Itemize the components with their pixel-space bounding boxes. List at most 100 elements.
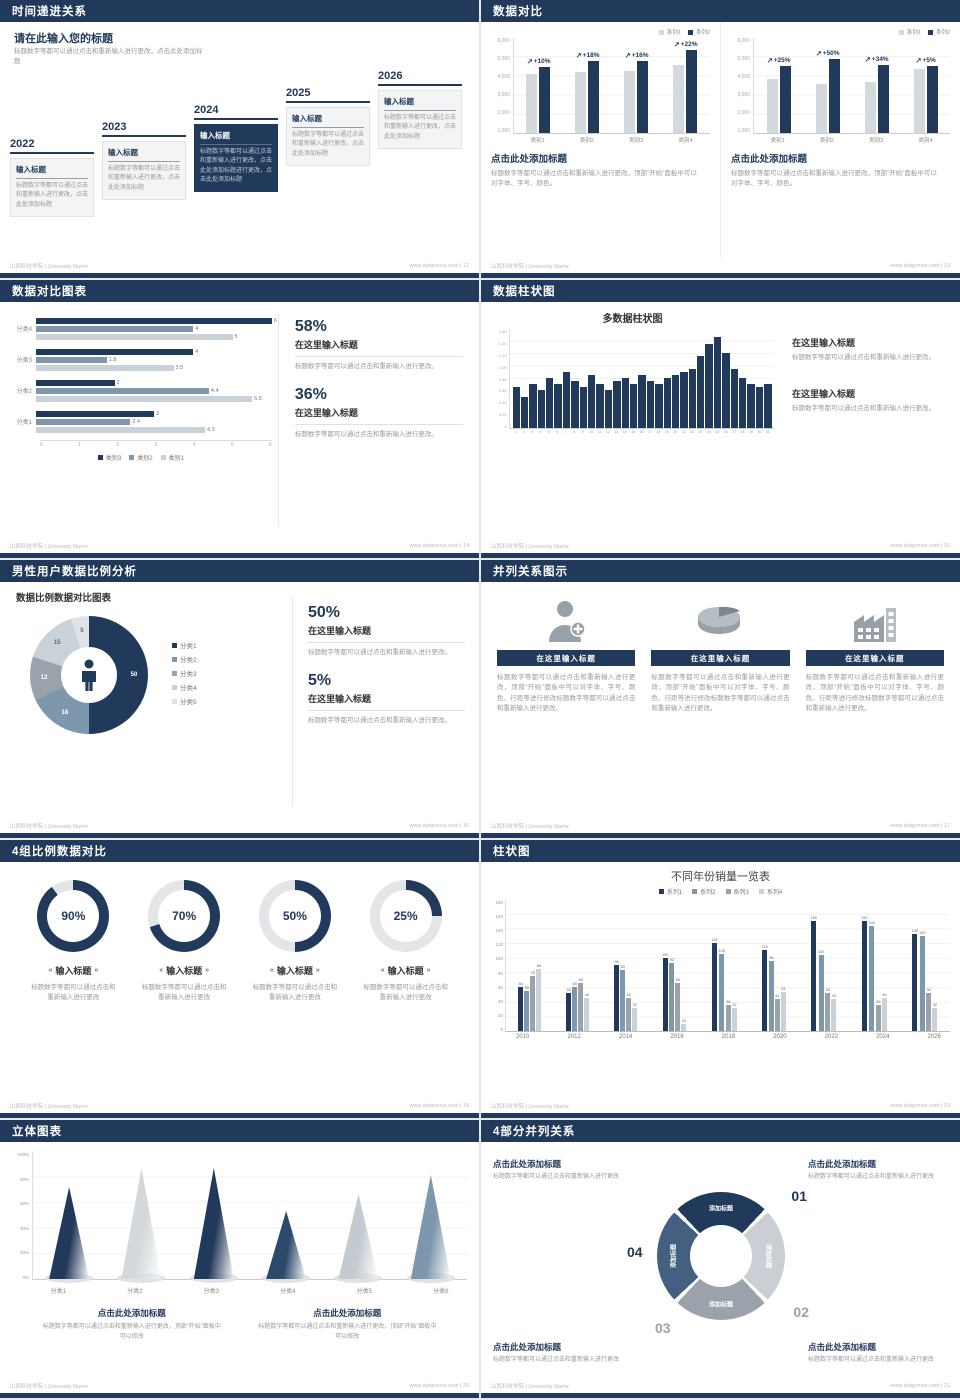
slide-14-bar-comparison[interactable]: 数据对比图表 分类4 6 4 5 分类3 4 1.8 3.5 分类2 2 4.4 5.5 分类1 3 2.4… (0, 280, 479, 558)
x-tick-label: 1 (514, 430, 517, 434)
y-axis: 6,000 5,000 4,000 3,000 2,000 1,000 (491, 38, 513, 134)
slide-15-column-chart[interactable]: 数据柱状图 多数据柱状图 1.6K 1.4K 1.2K 1.0K 0.8K 0.6K 0.4… (481, 280, 960, 558)
bar-wrap: 45 (881, 993, 887, 1031)
value-label: 43 (831, 994, 836, 998)
year-label: 2026 (378, 70, 462, 86)
legend-label: 类别2 (137, 456, 153, 462)
cone-item (183, 1168, 245, 1283)
series-bar (864, 82, 876, 133)
stat-percentage: 36% (294, 386, 327, 404)
footer-school: 山西科技学院 | University Name (10, 1103, 88, 1110)
x-axis-labels: 类别1 类别2 类别3 类别4 (513, 134, 710, 144)
bar-wrap: 52 (926, 988, 932, 1031)
slide-header: 4部分并列关系 (481, 1120, 960, 1142)
slide-13-data-comparison[interactable]: 数据对比 系列1 系列2 6,000 5,000 4,000 3,000 2,000 1,0… (481, 0, 960, 278)
growth-value: +25% (773, 57, 791, 64)
column-bar (730, 369, 739, 428)
chevron-right-decoration: » (205, 967, 210, 974)
stat-percentage: 50% (308, 604, 341, 621)
column-bar (520, 397, 529, 428)
legend-item: 系列2 (687, 28, 710, 36)
x-tick-label: 17 (648, 430, 652, 434)
up-arrow-icon: ↗ (624, 51, 631, 60)
chevron-left-decoration: « (48, 967, 53, 974)
cone-shape (338, 1194, 379, 1279)
value-bar (825, 993, 831, 1031)
segment-value-label: 15 (53, 640, 61, 647)
growth-label: ↗ +25% (766, 56, 790, 65)
plot-area: 60 55 75 85 52 60 65 45 90 83 45 32 100 93 65 10 120 105 3… (505, 900, 950, 1032)
value-label: 45 (584, 993, 589, 997)
y-tick-label: 0 (500, 1026, 503, 1032)
value-label: 100 (662, 953, 669, 957)
value-bar (762, 950, 768, 1031)
legend-label: 分类4 (180, 685, 197, 692)
footer-site-page: www.aotgenius.com | 14 (409, 542, 469, 549)
series-bar (526, 74, 538, 133)
slide-21-four-part-circle[interactable]: 4部分并列关系 点击此处添加标题 标题数字等都可以通过点击和重新输入进行更改 点… (481, 1120, 960, 1398)
value-label: 143 (868, 921, 875, 925)
cone-shape (266, 1211, 307, 1279)
chevron-right-decoration: » (315, 967, 320, 974)
gauge-title-text: 输入标题 (166, 966, 203, 976)
series-bar (686, 50, 698, 133)
footer-school: 山西科技学院 | University Name (10, 1383, 88, 1390)
slide-title: 数据对比图表 (12, 286, 87, 298)
bar-row: 1.8 (36, 356, 272, 363)
item-body: 标题数字等都可以通过点击和重新输入进行更改，顶部“开始”面板中可以对字体、字号、… (805, 674, 944, 713)
x-tick-label: 2 (522, 430, 525, 434)
legend-label: 系列4 (766, 890, 783, 896)
value-bar (36, 426, 205, 433)
footer-school: 山西科技学院 | University Name (491, 823, 569, 830)
column-bar (646, 381, 655, 428)
ring-center (690, 1225, 752, 1287)
footer-site-page: www.aotgenius.com | 15 (890, 542, 950, 549)
value-label: 105 (718, 949, 725, 953)
slide-18-gauges[interactable]: 4组比例数据对比 90% «输入标题» 标题数字等都可以通过点击和重新输入进行更改 7… (0, 840, 479, 1118)
slide-12-timeline[interactable]: 时间递进关系 请在此输入您的标题 标题数字等都可以通过点击和重新输入进行更改，点… (0, 0, 479, 278)
plot-area (32, 1152, 467, 1283)
legend-label: 系列1 (906, 30, 921, 36)
slide-19-grouped-columns[interactable]: 柱状图 不同年份销量一览表 系列1 系列2 系列3 系列4 180 160 140 120 1… (481, 840, 960, 1118)
value-bar (725, 1005, 731, 1031)
legend-item: 系列2 (692, 887, 716, 896)
series-bar (588, 61, 600, 133)
chart-area: 100% 80% 60% 40% 20% 0% (12, 1152, 467, 1283)
bar-row: 4.4 (36, 387, 272, 394)
slide-16-donut-analysis[interactable]: 男性用户数据比例分析 数据比例数据对比图表 50 18 12 15 5 分类1 分类2 分类… (0, 560, 479, 838)
year-label: 2020 (773, 1034, 787, 1040)
stat-heading: 在这里输入标题 (294, 340, 358, 350)
up-arrow-icon: ↗ (575, 51, 582, 60)
x-tick-label: 30 (757, 430, 762, 434)
chart-area: 180 160 140 120 100 80 60 40 20 0 60 55 75 85 52 60 65 4… (489, 900, 950, 1032)
slide-bottom-bar (0, 1113, 479, 1118)
footer-school: 山西科技学院 | University Name (10, 823, 88, 830)
up-arrow-icon: ↗ (915, 56, 922, 65)
bar-group: 60 55 75 85 (518, 964, 542, 1031)
x-tick-label: 3 (531, 430, 534, 434)
bar-group: 90 83 45 32 (614, 960, 638, 1031)
category-label: 类别2 (579, 138, 594, 144)
column-bar (512, 387, 520, 428)
bar-group: 110 95 44 53 (762, 945, 786, 1031)
legend-swatch (160, 455, 166, 460)
y-tick-label: 100% (17, 1152, 29, 1157)
block-body: 标题数字等都可以通过点击和重新输入进行更改 (808, 1357, 935, 1364)
slide-20-cone-chart[interactable]: 立体图表 100% 80% 60% 40% 20% 0% 分类1 分类2 分类3 分类4 分类5 分… (0, 1120, 479, 1398)
bar-row: 5.5 (36, 395, 272, 402)
value-label: 120 (711, 938, 718, 942)
slide-title: 数据柱状图 (493, 286, 556, 298)
bar-pair (624, 61, 649, 133)
legend-label: 分类2 (180, 657, 197, 664)
bar-wrap: 60 (572, 982, 578, 1031)
bar-wrap: 105 (719, 949, 725, 1031)
footer-site-page: www.aotgenius.com | 13 (890, 262, 950, 269)
slide-17-parallel-items[interactable]: 并列关系图示 在这里输入标题 标题数字等都可以通过点击和重新输入进行更改，顶部“… (481, 560, 960, 838)
value-label: 85 (536, 964, 542, 968)
bar-groups: ↗ +10% ↗ +18% ↗ +16% ↗ +22% (514, 38, 710, 133)
value-label: 132 (911, 929, 919, 933)
block-heading: 在这里输入标题 (791, 338, 855, 348)
segment-label: 添加标题 (764, 1243, 771, 1269)
bar-wrap: 32 (731, 1003, 737, 1031)
segment-label: 添加标题 (708, 1302, 734, 1309)
